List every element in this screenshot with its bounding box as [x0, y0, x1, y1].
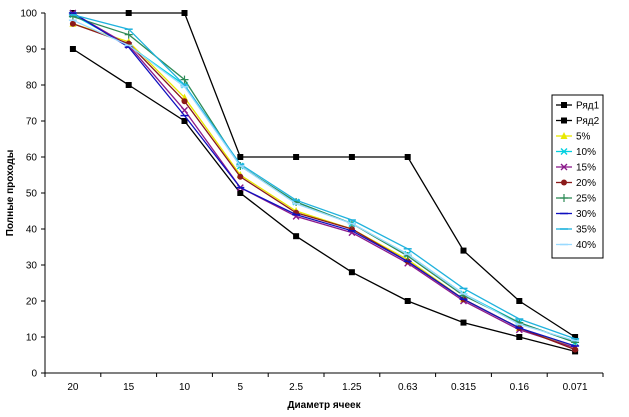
- data-point: [293, 233, 300, 240]
- data-point: [237, 154, 244, 160]
- x-tick-label: 0.63: [398, 382, 418, 393]
- y-tick-label: 0: [31, 369, 37, 380]
- data-point: [69, 46, 76, 52]
- data-point: [348, 154, 355, 160]
- data-point: [560, 148, 568, 155]
- y-tick-label: 100: [20, 9, 37, 20]
- legend-label: Ряд1: [576, 101, 600, 112]
- data-point: [237, 190, 244, 196]
- data-point: [69, 20, 76, 27]
- series-line: [72, 15, 576, 344]
- legend-item: Ряд2: [556, 116, 600, 127]
- series-line: [72, 48, 576, 353]
- x-tick-label: 0.16: [510, 382, 530, 393]
- data-point: [125, 10, 132, 16]
- data-point: [181, 98, 188, 105]
- series: [68, 19, 580, 342]
- y-tick-label: 30: [26, 261, 38, 272]
- y-tick-label: 10: [26, 333, 38, 344]
- series: [68, 12, 580, 347]
- series: [68, 14, 580, 340]
- y-axis-title: Полные проходы: [5, 150, 16, 237]
- data-point: [571, 338, 580, 347]
- data-point: [516, 298, 523, 304]
- legend-label: Ряд2: [576, 116, 600, 127]
- x-tick-label: 0.315: [451, 382, 476, 393]
- data-point: [181, 10, 188, 16]
- series-line: [72, 12, 576, 347]
- legend-item: 40%: [556, 240, 596, 251]
- x-tick-label: 10: [179, 382, 191, 393]
- legend-label: 20%: [576, 178, 596, 189]
- legend-label: 5%: [576, 132, 591, 143]
- data-point: [516, 334, 523, 340]
- legend-item: 30%: [556, 209, 596, 220]
- series: [68, 12, 580, 347]
- legend-label: 30%: [576, 209, 596, 220]
- data-point: [180, 75, 189, 84]
- data-point: [561, 102, 567, 108]
- legend-box: [551, 94, 604, 259]
- data-point: [124, 30, 133, 39]
- series-line: [72, 12, 576, 338]
- data-point: [561, 179, 567, 186]
- x-tick-label: 15: [123, 382, 135, 393]
- y-tick-label: 70: [26, 117, 38, 128]
- x-tick-label: 2.5: [289, 382, 303, 393]
- y-tick-label: 50: [26, 189, 38, 200]
- legend-item: 5%: [556, 132, 591, 143]
- data-point: [404, 154, 411, 160]
- series-line: [72, 12, 576, 349]
- y-tick-label: 40: [26, 225, 38, 236]
- series: [69, 19, 579, 351]
- data-point: [404, 298, 411, 304]
- data-point: [460, 247, 467, 254]
- data-point: [348, 269, 355, 276]
- y-tick-label: 80: [26, 81, 38, 92]
- legend-item: 15%: [556, 163, 596, 174]
- y-tick-label: 20: [26, 297, 38, 308]
- data-point: [68, 12, 77, 21]
- x-tick-label: 0.071: [563, 382, 588, 393]
- series-line: [72, 19, 576, 342]
- legend-item: 25%: [556, 194, 596, 205]
- series-line: [72, 23, 576, 349]
- legend-label: 40%: [576, 240, 596, 251]
- legend-label: 25%: [576, 194, 596, 205]
- series: [69, 20, 579, 353]
- y-tick-label: 90: [26, 45, 38, 56]
- data-point: [572, 334, 579, 340]
- data-point: [460, 319, 467, 326]
- legend-label: 10%: [576, 147, 596, 158]
- axes: 0 10 20 30 40 50 60 70 80 90 100 20 15 10 5 2.5 1.25 0.63…: [20, 9, 604, 393]
- data-point: [572, 346, 579, 353]
- legend-item: 10%: [556, 147, 596, 158]
- y-tick-label: 60: [26, 153, 38, 164]
- series-layer: [68, 9, 580, 355]
- data-point: [560, 194, 568, 202]
- legend-label: 15%: [576, 163, 596, 174]
- data-point: [560, 132, 568, 139]
- data-point: [125, 82, 132, 88]
- legend-item: 20%: [556, 178, 596, 189]
- series: [69, 46, 579, 355]
- x-axis-title: Диаметр ячеек: [287, 400, 361, 411]
- series-line: [72, 23, 576, 351]
- data-point: [293, 154, 300, 160]
- x-tick-label: 5: [238, 382, 244, 393]
- data-point: [237, 173, 244, 180]
- legend-item: 35%: [556, 225, 596, 236]
- legend-item: Ряд1: [556, 101, 600, 112]
- series-line: [72, 14, 576, 340]
- x-tick-label: 20: [67, 382, 79, 393]
- data-point: [181, 118, 188, 124]
- x-tick-label: 1.25: [342, 382, 362, 393]
- legend-label: 35%: [576, 225, 596, 236]
- data-point: [561, 117, 567, 124]
- data-point: [560, 163, 568, 171]
- legend: Ряд1 Ряд2 5% 10% 15% 20% 25% 30% 35% 40%: [551, 94, 604, 259]
